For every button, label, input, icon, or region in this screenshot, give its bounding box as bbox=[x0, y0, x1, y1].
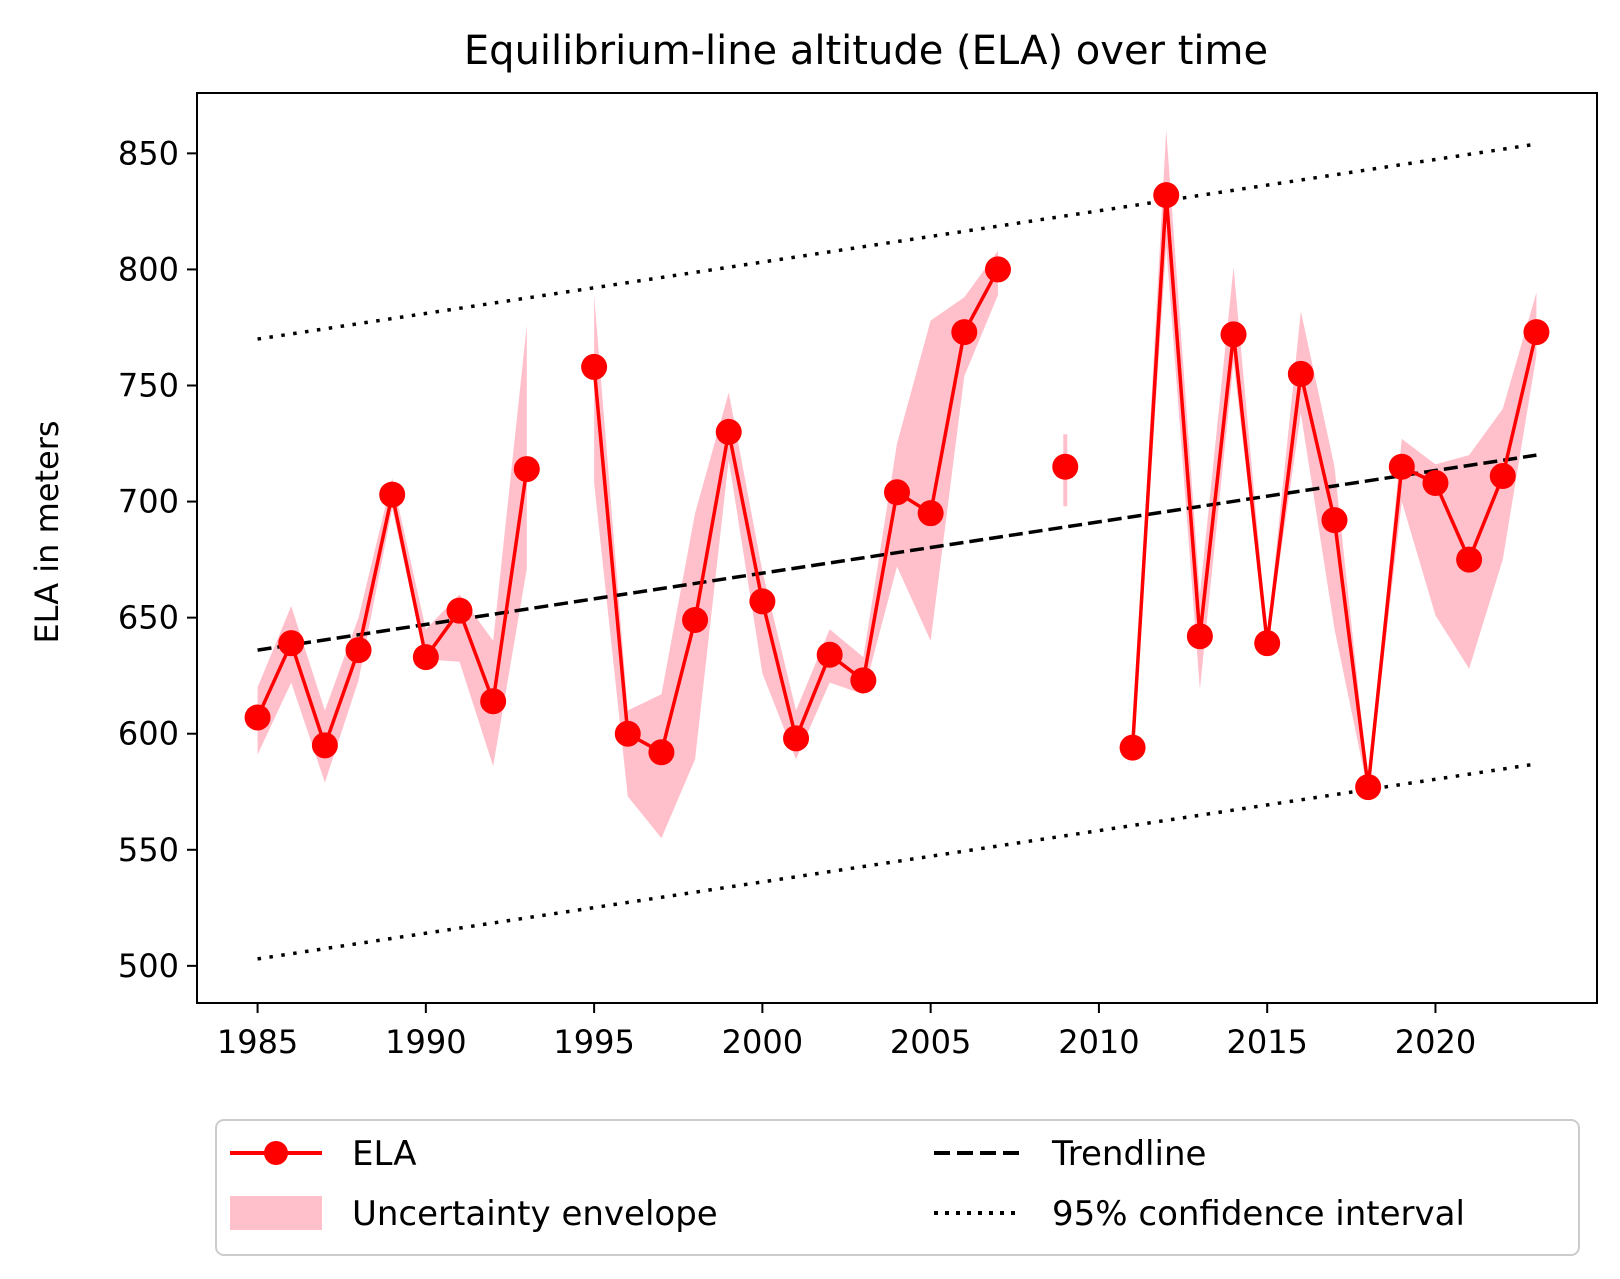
x-tick-label: 2015 bbox=[1226, 1023, 1307, 1061]
legend: ELA Uncertainty envelope Trendline 95% c… bbox=[215, 1119, 1580, 1256]
envelope-segment bbox=[257, 325, 527, 783]
ela-point bbox=[244, 704, 271, 731]
legend-trendline-label: Trendline bbox=[1051, 1134, 1206, 1174]
envelope-segment bbox=[1132, 130, 1537, 792]
trendline-path bbox=[257, 453, 1537, 652]
legend-item-ela: ELA bbox=[230, 1134, 416, 1174]
ela-point bbox=[1321, 507, 1348, 534]
y-tick-label: 750 bbox=[118, 367, 179, 405]
ela-point bbox=[1422, 470, 1449, 496]
y-tick-label: 650 bbox=[118, 599, 179, 637]
x-axis: 1985 1990 1995 2000 2005 2010 2015 2020 bbox=[217, 1003, 1476, 1061]
x-tick-label: 2005 bbox=[890, 1023, 971, 1061]
legend-box bbox=[215, 1119, 1580, 1256]
legend-ci-label: 95% confidence interval bbox=[1052, 1194, 1465, 1234]
ela-point bbox=[311, 732, 338, 759]
ela-point bbox=[513, 456, 540, 483]
x-tick-label: 1995 bbox=[553, 1023, 634, 1061]
ela-point bbox=[816, 641, 843, 668]
ela-point bbox=[1388, 453, 1415, 480]
y-axis: 500 550 600 650 700 750 800 850 bbox=[118, 134, 197, 985]
ela-point bbox=[1052, 453, 1079, 480]
x-tick-label: 1985 bbox=[217, 1023, 298, 1061]
ela-point bbox=[984, 256, 1011, 283]
y-tick-label: 800 bbox=[118, 250, 179, 288]
legend-item-uncertainty: Uncertainty envelope bbox=[230, 1194, 718, 1234]
plot-frame bbox=[196, 92, 1598, 1004]
ci-upper-line bbox=[257, 142, 1537, 341]
y-tick-label: 550 bbox=[118, 831, 179, 869]
ela-point bbox=[1186, 623, 1213, 650]
envelope-segment bbox=[594, 250, 998, 839]
ela-point bbox=[1220, 321, 1247, 348]
ela-point bbox=[1456, 546, 1483, 573]
ela-point bbox=[1287, 360, 1314, 387]
ela-point bbox=[1119, 734, 1146, 761]
y-tick-label: 850 bbox=[118, 134, 179, 172]
y-axis-label: ELA in meters bbox=[28, 420, 66, 643]
ela-point bbox=[917, 500, 944, 527]
ela-point bbox=[412, 644, 439, 671]
y-tick-label: 600 bbox=[118, 715, 179, 753]
x-tick-label: 2000 bbox=[722, 1023, 803, 1061]
y-tick-label: 700 bbox=[118, 483, 179, 521]
ela-point bbox=[884, 479, 910, 506]
legend-uncertainty-label: Uncertainty envelope bbox=[352, 1194, 718, 1234]
legend-item-trendline: Trendline bbox=[934, 1134, 1206, 1174]
chart-title: Equilibrium-line altitude (ELA) over tim… bbox=[464, 28, 1268, 74]
ela-point bbox=[345, 637, 372, 664]
legend-envelope-swatch bbox=[230, 1196, 322, 1230]
legend-ela-label: ELA bbox=[352, 1134, 416, 1174]
ela-point bbox=[614, 720, 641, 747]
ela-point bbox=[379, 481, 406, 508]
ela-point bbox=[581, 353, 608, 380]
x-tick-label: 2010 bbox=[1058, 1023, 1139, 1061]
x-tick-label: 1990 bbox=[385, 1023, 466, 1061]
ela-point bbox=[1153, 182, 1180, 209]
y-tick-label: 500 bbox=[118, 947, 179, 985]
ela-point bbox=[648, 739, 675, 766]
ela-point bbox=[480, 688, 507, 715]
x-tick-label: 2020 bbox=[1395, 1023, 1476, 1061]
ela-series bbox=[244, 182, 1550, 801]
ela-point bbox=[682, 606, 709, 633]
legend-item-ci: 95% confidence interval bbox=[934, 1194, 1465, 1234]
trendline bbox=[257, 453, 1537, 652]
ela-point bbox=[446, 597, 473, 624]
ela-point bbox=[1489, 463, 1516, 490]
ela-point bbox=[1355, 774, 1382, 801]
ela-point bbox=[951, 319, 978, 346]
ela-point bbox=[1523, 319, 1550, 346]
ela-point bbox=[1254, 630, 1281, 657]
ela-point bbox=[850, 667, 877, 694]
ela-point bbox=[278, 630, 305, 657]
ela-point bbox=[715, 418, 742, 445]
ci-lower-line bbox=[257, 762, 1537, 961]
ela-point bbox=[783, 725, 810, 752]
ela-point bbox=[749, 588, 776, 615]
legend-ela-marker bbox=[264, 1141, 288, 1165]
